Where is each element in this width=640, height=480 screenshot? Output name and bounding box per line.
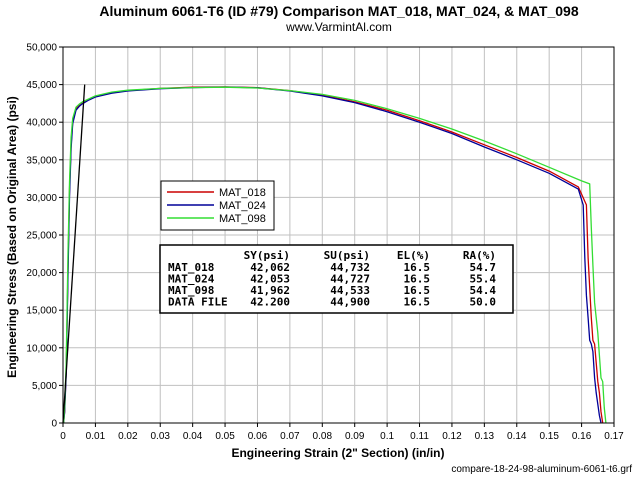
y-tick-label: 30,000 [26,193,57,204]
x-tick-label: 0.12 [442,431,462,442]
x-tick-label: 0.11 [410,431,429,442]
series-line-mat-098 [62,86,607,424]
y-tick-label: 40,000 [26,118,57,129]
x-tick-label: 0.16 [572,431,592,442]
x-tick-label: 0.1 [380,431,394,442]
y-tick-label: 25,000 [26,231,57,242]
table-cell: 54.7 [470,261,497,274]
modulus-line [62,84,86,424]
table-cell: 16.5 [404,273,431,286]
table-cell: 42,053 [250,273,290,286]
y-tick-label: 45,000 [26,80,57,91]
table-cell: 42,062 [250,261,290,274]
legend-label: MAT_098 [219,213,266,225]
x-tick-label: 0.17 [604,431,624,442]
table-cell: 44,732 [330,261,370,274]
x-tick-label: 0.04 [183,431,203,442]
x-axis-ticks: 0 0.01 0.02 0.03 0.04 0.05 0.06 0.07 0.08 0.09 0.1… [60,423,624,442]
table-cell: MAT_018 [168,261,214,274]
table-cell: 50.0 [470,296,497,309]
series-layer [62,84,607,424]
y-tick-label: 5,000 [32,381,57,392]
y-axis-label: Engineering Stress (Based on Original Ar… [5,96,19,378]
legend-label: MAT_024 [219,200,266,212]
x-axis-label: Engineering Strain (2" Section) (in/in) [231,446,444,460]
table-header: SY(psi) [244,249,290,262]
table-header: SU(psi) [324,249,370,262]
table-header: RA(%) [463,249,496,262]
x-tick-label: 0.02 [118,431,138,442]
table-cell: 44,900 [330,296,370,309]
table-cell: DATA FILE [168,296,228,309]
results-table: SY(psi) SU(psi) EL(%) RA(%) MAT_018 42,062 44,… [159,244,514,314]
table-cell: 16.5 [404,296,431,309]
plot-border [62,46,615,424]
table-cell: 16.5 [404,284,431,297]
x-tick-label: 0.15 [539,431,559,442]
results-table-box [159,244,514,314]
y-tick-label: 50,000 [26,43,57,54]
table-cell: MAT_098 [168,284,214,297]
chart-title: Aluminum 6061-T6 (ID #79) Comparison MAT… [99,3,578,19]
series-line-mat-024 [62,86,602,424]
x-tick-label: 0.03 [151,431,171,442]
legend-label: MAT_018 [219,187,266,199]
table-cell: 44,533 [330,284,370,297]
table-cell: MAT_024 [168,273,215,286]
table-cell: 55.4 [470,273,497,286]
x-tick-label: 0.05 [215,431,235,442]
y-tick-label: 10,000 [26,343,57,354]
y-tick-label: 0 [51,419,57,430]
table-cell: 41,962 [250,284,290,297]
y-tick-label: 20,000 [26,268,57,279]
x-tick-label: 0.01 [86,431,106,442]
table-cell: 44,727 [330,273,370,286]
x-tick-label: 0.08 [313,431,333,442]
y-axis-ticks: 0 5,000 10,000 15,000 20,000 25,000 30,000 35,0… [26,43,63,430]
y-tick-label: 15,000 [26,306,57,317]
x-tick-label: 0.13 [475,431,495,442]
x-tick-label: 0.09 [345,431,365,442]
x-tick-label: 0 [60,431,66,442]
y-tick-label: 35,000 [26,155,57,166]
x-tick-label: 0.06 [248,431,268,442]
table-header: EL(%) [397,249,430,262]
chart-subtitle: www.VarmintAl.com [285,20,392,34]
gridlines [63,47,614,423]
x-tick-label: 0.14 [507,431,527,442]
table-cell: 16.5 [404,261,431,274]
x-tick-label: 0.07 [280,431,300,442]
file-name-footer: compare-18-24-98-aluminum-6061-t6.grf [451,464,632,475]
table-cell: 54.4 [470,284,497,297]
table-cell: 42.200 [250,296,290,309]
